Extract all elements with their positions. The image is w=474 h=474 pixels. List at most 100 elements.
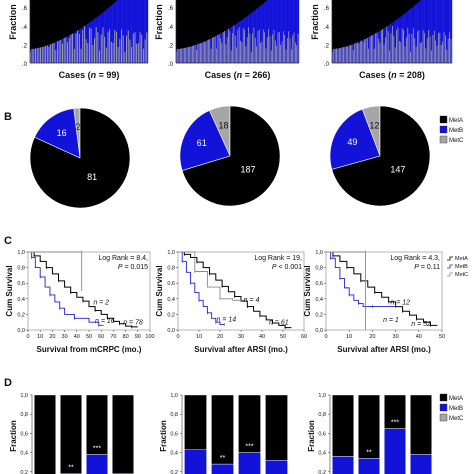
case-bar-metc <box>244 29 245 64</box>
case-bar-metc <box>105 47 107 63</box>
case-bar-metc <box>210 48 212 63</box>
case-bar-metc <box>129 39 131 63</box>
case-bar-metc <box>245 46 247 63</box>
stack-segment-meta <box>265 394 288 461</box>
case-bar-metb <box>136 0 139 63</box>
case-bar-metc <box>221 42 223 63</box>
case-bar-metc <box>202 25 204 63</box>
stack-segment-meta <box>211 394 234 465</box>
case-bar-metc <box>361 24 363 63</box>
case-bar-metb <box>228 0 230 63</box>
case-bar-metb <box>446 0 449 63</box>
case-bar-metc <box>439 32 441 63</box>
case-bar-metc <box>240 40 241 63</box>
case-bar-metc <box>204 24 205 63</box>
stack-ytick-label: 0,2 <box>20 470 28 474</box>
case-bar-metb <box>261 0 264 63</box>
stack-segment-metb <box>184 449 207 474</box>
case-bar-metc <box>127 30 129 64</box>
km-plot-frame <box>325 251 443 331</box>
case-bar-metc <box>126 35 128 63</box>
case-bar-metb <box>432 0 435 63</box>
case-bar-metc <box>352 50 354 63</box>
legend-swatch-metc <box>439 135 448 144</box>
case-bar-metb <box>433 0 436 63</box>
case-bar-metc <box>289 38 291 63</box>
panel-a-ylabel: Fraction <box>154 4 164 40</box>
case-bar-metc <box>30 51 31 63</box>
km-p-value-text: P = 0.11 <box>414 264 440 271</box>
case-bar-metb <box>294 0 297 63</box>
case-bar-metc <box>95 26 97 64</box>
stack-segment-meta <box>184 394 207 450</box>
case-bar-metc <box>226 37 228 63</box>
case-bar-metb <box>89 0 91 63</box>
case-bar-metb <box>392 0 394 63</box>
km-ylabel: Cum Survival <box>5 265 14 316</box>
case-bar-metb <box>278 0 281 63</box>
km-ylabel: Cum Survival <box>155 265 164 316</box>
pie-label-metc: 12 <box>369 121 379 131</box>
case-bar-metb <box>122 0 125 63</box>
case-bar-metb <box>104 0 107 63</box>
case-bar-metc <box>200 35 201 63</box>
case-bar-metb <box>386 0 389 63</box>
case-bar-metc <box>332 51 333 63</box>
km-xtick-label: 50 <box>280 334 286 340</box>
km-xtick-label: 50 <box>86 334 92 340</box>
pie-slice-metb <box>34 108 81 159</box>
case-bar-metc <box>65 25 67 63</box>
case-bar-metc <box>48 46 50 63</box>
case-bar-metb <box>241 0 244 63</box>
case-bar-metb <box>405 0 408 63</box>
case-bar-metc <box>36 44 38 63</box>
case-bar-metb <box>224 0 226 63</box>
km-xlabel: Survival after ARSI (mo.) <box>337 345 431 354</box>
case-bar-metc <box>132 33 134 63</box>
case-bar-metc <box>294 42 296 63</box>
case-bar-metc <box>205 42 207 63</box>
significance-mark: *** <box>93 446 101 453</box>
case-bar-metc <box>419 43 421 63</box>
stack-ytick-label: 0,4 <box>318 451 326 457</box>
stack-ytick-label: 0,6 <box>318 431 326 437</box>
case-bar-metc <box>296 45 298 63</box>
km-legend-line-meta <box>447 256 453 261</box>
case-bar-metb <box>274 0 277 63</box>
case-bar-metc <box>390 33 392 63</box>
case-bar-metb <box>425 0 428 63</box>
km-ytick-label: 0,4 <box>167 297 175 303</box>
case-bar-metb <box>117 0 120 63</box>
case-bar-metc <box>119 38 121 63</box>
case-bar-metc <box>375 29 377 63</box>
case-bar-metc <box>186 38 188 63</box>
km-curve-meta <box>326 251 438 326</box>
stack-ytick-label: 1,0 <box>20 393 28 399</box>
case-bar-metc <box>124 51 126 63</box>
case-bar-metb <box>141 0 144 63</box>
case-bar-metc <box>369 32 371 63</box>
case-bar-metc <box>141 34 143 63</box>
case-bar-metb <box>90 0 93 63</box>
km-logrank-text: Log Rank = 19, <box>254 255 302 262</box>
case-bar-metc <box>398 41 400 63</box>
case-bar-metc <box>445 35 446 63</box>
case-bar-metc <box>136 44 138 63</box>
case-bar-metc <box>450 38 452 63</box>
km-xtick-label: 90 <box>135 334 141 340</box>
case-bar-metc <box>387 31 389 63</box>
case-bar-metb <box>429 0 432 63</box>
panel-a-ytick: .6 <box>168 6 174 12</box>
stack-segment-meta <box>60 394 82 474</box>
case-bar-metc <box>217 28 219 63</box>
km-ytick-label: 0,2 <box>315 312 323 318</box>
km-ytick-label: 0,2 <box>167 312 175 318</box>
case-bar-metc <box>380 26 382 63</box>
case-bar-metc <box>218 24 220 63</box>
case-bar-metc <box>225 44 227 63</box>
legend-label-metc: MetC <box>449 138 464 144</box>
panel-d-letter: D <box>4 377 12 389</box>
case-bar-metb <box>80 0 83 63</box>
km-ytick-label: 0,2 <box>17 312 25 318</box>
